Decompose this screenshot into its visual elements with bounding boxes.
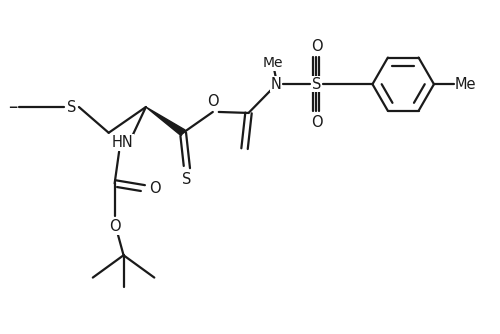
- Text: O: O: [109, 219, 120, 234]
- Text: HN: HN: [111, 135, 133, 150]
- Polygon shape: [146, 107, 185, 136]
- Text: O: O: [150, 181, 161, 196]
- Text: S: S: [312, 77, 321, 92]
- Text: Me: Me: [262, 56, 283, 70]
- Text: S: S: [67, 100, 76, 115]
- Text: O: O: [310, 115, 322, 130]
- Text: O: O: [207, 94, 218, 109]
- Text: N: N: [270, 77, 281, 92]
- Text: S: S: [182, 172, 192, 187]
- Text: O: O: [310, 38, 322, 53]
- Text: –: –: [8, 98, 17, 117]
- Text: Me: Me: [455, 77, 476, 92]
